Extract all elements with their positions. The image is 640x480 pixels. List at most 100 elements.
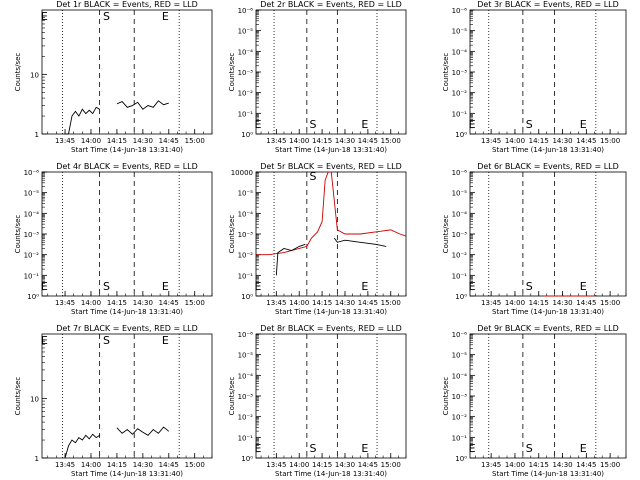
data-series-line [256,171,407,256]
x-tick-label: 15:00 [600,299,620,307]
y-tick-label: 10⁻⁶ [452,7,468,15]
y-tick-label: 10⁻⁵ [238,190,254,198]
x-tick-label: 15:00 [381,461,401,469]
y-axis-label: Counts/sec [228,377,236,416]
event-marker-label: S [309,118,316,131]
y-axis-label: Counts/sec [14,377,22,416]
event-marker-label: S [526,280,533,293]
y-tick-label: 10⁻¹ [238,434,254,442]
event-marker-label: E [162,10,169,23]
y-tick-label: 10⁻² [24,252,40,260]
data-series-line [116,426,170,436]
y-tick-label: 10000 [231,169,253,177]
y-axis-label: Counts/sec [14,53,22,92]
chart-panel-9: Det 9r BLACK = Events, RED = LLD 10⁰ 10⁻¹ 1… [442,324,627,478]
y-tick-label: 10⁻³ [238,393,254,401]
y-tick-label: 10 [30,395,39,403]
event-marker-label: E [580,280,587,293]
event-marker-label: E [580,118,587,131]
y-tick-label: 10⁻⁵ [24,190,40,198]
x-tick-label: 14:15 [107,137,127,145]
y-tick-label: 10⁻¹ [452,110,468,118]
x-tick-label: 15:00 [185,137,205,145]
event-marker-label: E [41,334,48,347]
x-tick-label: 14:30 [133,461,153,469]
y-axis-label: Counts/sec [228,53,236,92]
y-tick-label: 10⁻¹ [238,110,254,118]
x-axis-label: Start Time (14-Jun-18 13:31:40) [275,470,387,478]
x-tick-label: 14:30 [552,461,572,469]
event-marker-label: E [361,118,368,131]
event-marker-label: E [469,442,476,455]
y-tick-label: 10⁻³ [452,393,468,401]
x-tick-label: 13:45 [266,461,286,469]
x-tick-label: 14:15 [312,299,332,307]
x-tick-label: 15:00 [185,461,205,469]
chart-panel-4: Det 4r BLACK = Events, RED = LLD 10⁰ 10⁻¹ 1… [14,162,213,316]
x-tick-label: 14:00 [81,137,101,145]
chart-title: Det 9r BLACK = Events, RED = LLD [477,324,619,333]
y-tick-label: 10⁻⁴ [452,210,468,218]
y-tick-label: 10⁻⁴ [452,372,468,380]
y-tick-label: 10⁰ [241,455,253,463]
event-marker-label: E [162,334,169,347]
y-axis-label: Counts/sec [442,215,450,254]
x-tick-label: 14:45 [576,461,596,469]
x-axis-label: Start Time (14-Jun-18 13:31:40) [71,146,183,154]
plot-frame [41,171,213,297]
x-tick-label: 14:00 [289,299,309,307]
y-tick-label: 10⁰ [27,293,39,301]
chart-title: Det 3r BLACK = Events, RED = LLD [477,0,619,9]
y-axis-label: Counts/sec [228,215,236,254]
chart-title: Det 8r BLACK = Events, RED = LLD [260,324,402,333]
x-tick-label: 14:00 [81,461,101,469]
chart-title: Det 5r BLACK = Events, RED = LLD [260,162,402,171]
x-tick-label: 13:45 [481,299,501,307]
x-tick-label: 14:45 [576,299,596,307]
chart-title: Det 7r BLACK = Events, RED = LLD [56,324,198,333]
chart-panel-1: Det 1r BLACK = Events, RED = LLD 1 10 Count… [14,0,213,154]
y-tick-label: 1 [35,455,39,463]
plot-frame [469,333,627,459]
x-axis-label: Start Time (14-Jun-18 13:31:40) [71,470,183,478]
event-marker-label: S [526,442,533,455]
event-marker-label: S [103,10,110,23]
x-tick-label: 15:00 [381,299,401,307]
event-marker-label: E [41,10,48,23]
event-marker-label: E [255,118,262,131]
x-tick-label: 14:30 [133,137,153,145]
event-marker-label: E [361,442,368,455]
y-tick-label: 10⁻² [238,414,254,422]
data-series-line [65,106,100,135]
y-tick-label: 10⁻¹ [452,434,468,442]
y-tick-label: 10⁻¹ [238,272,254,280]
chart-panel-7: Det 7r BLACK = Events, RED = LLD 1 10 Count… [14,324,213,478]
x-tick-label: 15:00 [600,137,620,145]
event-marker-label: E [361,280,368,293]
x-tick-label: 13:45 [55,299,75,307]
y-tick-label: 1 [35,131,39,139]
y-tick-label: 10⁻⁵ [452,352,468,360]
x-tick-label: 14:15 [107,299,127,307]
x-tick-label: 15:00 [600,461,620,469]
y-axis-label: Counts/sec [442,53,450,92]
x-tick-label: 13:45 [55,461,75,469]
y-tick-label: 10⁰ [241,293,253,301]
y-tick-label: 10⁻³ [452,231,468,239]
x-tick-label: 14:00 [289,461,309,469]
y-tick-label: 10⁻² [452,90,468,98]
y-tick-label: 10⁰ [455,455,467,463]
y-tick-label: 10⁻⁴ [238,48,254,56]
chart-panel-5: Det 5r BLACK = Events, RED = LLD 10⁰ 10⁻¹ 1… [228,162,407,316]
y-tick-label: 10⁻⁶ [452,331,468,339]
x-tick-label: 14:15 [107,461,127,469]
event-marker-label: E [41,280,48,293]
x-tick-label: 14:00 [505,461,525,469]
x-tick-label: 14:45 [358,137,378,145]
chart-title: Det 6r BLACK = Events, RED = LLD [477,162,619,171]
y-tick-label: 10⁻⁵ [238,352,254,360]
chart-title: Det 4r BLACK = Events, RED = LLD [56,162,198,171]
x-tick-label: 14:00 [81,299,101,307]
x-axis-label: Start Time (14-Jun-18 13:31:40) [492,470,604,478]
y-tick-label: 10⁻⁴ [452,48,468,56]
